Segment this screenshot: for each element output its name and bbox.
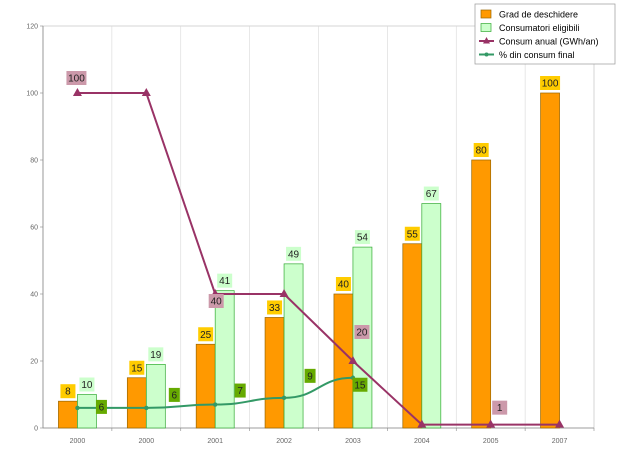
- line-point: [281, 395, 287, 401]
- bar-data-label-bg: [198, 327, 214, 342]
- line-data-label: 100: [68, 74, 85, 85]
- x-tick-label: 2007: [552, 438, 568, 445]
- bar-data-label: 49: [288, 249, 300, 260]
- x-tick-label: 2002: [276, 438, 292, 445]
- line-point: [279, 289, 289, 297]
- bar-data-label: 33: [269, 303, 281, 314]
- line-data-label-bg: [95, 399, 107, 414]
- bar-data-label: 54: [357, 233, 369, 244]
- bar-data-label: 100: [542, 79, 559, 90]
- bar-data-label-bg: [540, 76, 561, 90]
- bar: [58, 400, 78, 429]
- bar-data-label: 40: [338, 280, 350, 291]
- bar: [540, 92, 560, 429]
- bar: [264, 317, 285, 429]
- bar-data-label: 25: [200, 330, 212, 341]
- bar-data-label: 41: [219, 276, 231, 287]
- bar: [421, 203, 442, 429]
- legend-swatch: [480, 9, 492, 19]
- line-series: [77, 92, 560, 426]
- line-data-label-bg: [168, 387, 180, 402]
- bar-data-label: 15: [131, 363, 143, 374]
- y-tick-label: 80: [30, 158, 38, 165]
- legend-swatch: [480, 23, 492, 32]
- line-point: [141, 88, 151, 96]
- bar-data-label-bg: [217, 273, 233, 288]
- line-data-label: 1: [497, 403, 503, 414]
- bar-data-label-bg: [354, 230, 370, 245]
- y-tick-label: 100: [26, 91, 38, 98]
- legend-marker: [483, 37, 490, 44]
- y-tick-label: 20: [30, 359, 38, 366]
- line-data-label-bg: [234, 383, 246, 398]
- bar-data-label-bg: [129, 360, 145, 375]
- bar-data-label-bg: [60, 384, 76, 399]
- bar-data-label-bg: [473, 143, 489, 157]
- x-tick-label: 2005: [483, 438, 499, 445]
- bar-data-label-bg: [423, 186, 439, 201]
- bar-data-label-bg: [148, 347, 164, 362]
- line-point: [75, 405, 80, 411]
- line-data-label-bg: [304, 368, 316, 383]
- legend-entry: Grad de deschidere: [499, 10, 578, 20]
- bar: [471, 159, 492, 429]
- bar: [214, 290, 235, 429]
- line-point: [417, 419, 427, 428]
- line-data-label: 40: [211, 297, 223, 308]
- line-data-label: 20: [356, 328, 368, 339]
- legend-entry: % din consum final: [499, 50, 575, 60]
- line-data-label: 9: [307, 371, 313, 382]
- bar-data-label-bg: [335, 277, 351, 291]
- line-data-label: 15: [354, 380, 366, 391]
- bar: [195, 343, 216, 429]
- x-tick-label: 2000: [70, 438, 86, 445]
- line-point: [144, 405, 149, 411]
- bar-data-label-bg: [286, 246, 302, 261]
- bar-data-label: 55: [407, 229, 419, 240]
- bar: [283, 263, 304, 429]
- bar-data-label: 67: [426, 189, 438, 200]
- y-tick-label: 60: [30, 225, 38, 232]
- x-tick-label: 2004: [414, 438, 430, 445]
- bar: [126, 377, 147, 429]
- x-tick-label: 2003: [345, 438, 361, 445]
- line-data-label-bg: [66, 71, 87, 85]
- bar: [333, 293, 354, 429]
- x-tick-label: 2000: [139, 438, 155, 445]
- x-tick-label: 2001: [207, 438, 223, 445]
- y-tick-label: 40: [30, 292, 38, 299]
- bar-data-label: 80: [476, 146, 488, 157]
- line-point: [555, 419, 565, 428]
- bar: [145, 364, 166, 429]
- y-tick-label: 0: [34, 426, 38, 433]
- bar-data-label-bg: [267, 300, 283, 315]
- line-point: [72, 88, 82, 96]
- bar: [402, 243, 423, 429]
- legend-marker: [484, 52, 489, 57]
- line-point: [348, 356, 358, 364]
- legend-entry: Consum anual (GWh/an): [499, 37, 599, 47]
- bar-data-label: 10: [81, 380, 93, 391]
- line-data-label: 6: [99, 402, 105, 413]
- bar-data-label-bg: [404, 226, 420, 241]
- line-point: [212, 402, 218, 407]
- bar-data-label: 8: [65, 387, 71, 398]
- line-data-label-bg: [352, 377, 368, 392]
- line-point: [486, 419, 496, 428]
- line-data-label-bg: [492, 400, 508, 415]
- line-data-label: 7: [237, 386, 243, 397]
- legend-entry: Consumatori eligibili: [499, 23, 580, 33]
- y-tick-label: 120: [26, 24, 38, 31]
- line-data-label-bg: [354, 325, 370, 339]
- line-data-label: 6: [172, 390, 178, 401]
- bar: [77, 394, 97, 429]
- bar-data-label-bg: [79, 377, 95, 392]
- bar-data-label: 19: [150, 350, 162, 361]
- line-data-label-bg: [208, 294, 224, 308]
- legend-box: [474, 3, 616, 65]
